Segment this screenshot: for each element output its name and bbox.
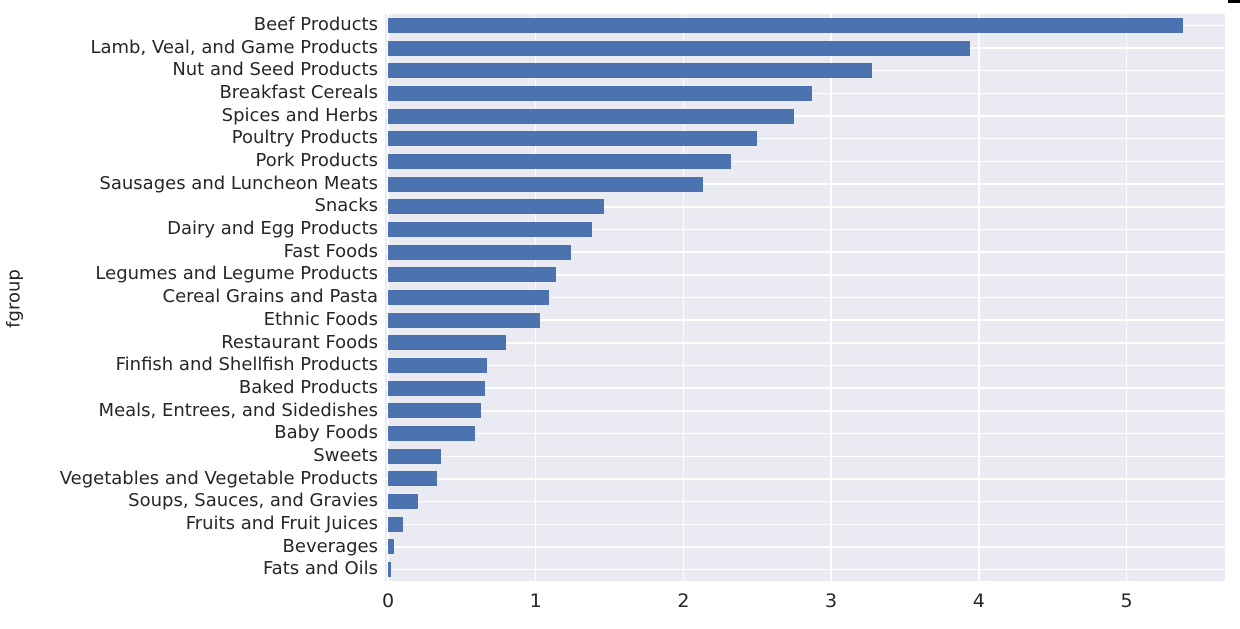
- grid-hline: [385, 478, 1225, 480]
- y-tick-label: Spices and Herbs: [221, 104, 378, 126]
- y-tick-label: Baked Products: [238, 376, 378, 398]
- grid-hline: [385, 432, 1225, 435]
- bar: [388, 153, 731, 169]
- y-tick-label: Finfish and Shellfish Products: [115, 354, 378, 376]
- y-tick-label: Fruits and Fruit Juices: [185, 512, 378, 534]
- y-tick-label: Soups, Sauces, and Gravies: [128, 490, 378, 512]
- bar: [388, 426, 476, 442]
- bar: [388, 448, 442, 464]
- bar: [388, 403, 482, 419]
- bar: [388, 335, 507, 351]
- bar: [388, 358, 487, 374]
- y-tick-label: Sweets: [313, 444, 378, 466]
- grid-hline: [385, 160, 1225, 163]
- bar: [388, 539, 394, 555]
- grid-hline: [385, 319, 1225, 321]
- grid-hline: [385, 251, 1225, 253]
- y-tick-label: Baby Foods: [274, 422, 378, 444]
- y-tick-label: Pork Products: [255, 150, 379, 172]
- plot-area: [385, 14, 1225, 581]
- bar: [388, 199, 604, 215]
- grid-hline: [385, 500, 1225, 503]
- y-tick-label: Restaurant Foods: [221, 331, 378, 353]
- bar: [388, 267, 557, 283]
- bar: [388, 380, 486, 396]
- bar: [388, 85, 812, 101]
- grid-hline: [385, 137, 1225, 140]
- bar: [388, 471, 437, 487]
- y-tick-label: Lamb, Veal, and Game Products: [90, 36, 378, 58]
- bar: [388, 63, 873, 79]
- y-tick-label: Nut and Seed Products: [172, 59, 378, 81]
- x-tick-label: 5: [1120, 590, 1133, 612]
- bar: [388, 221, 592, 237]
- bar: [388, 312, 541, 328]
- grid-hline: [385, 523, 1225, 526]
- x-tick-label: 3: [825, 590, 838, 612]
- y-tick-label: Ethnic Foods: [263, 308, 378, 330]
- y-tick-label: Sausages and Luncheon Meats: [99, 172, 378, 194]
- grid-hline: [385, 455, 1225, 457]
- y-tick-label: Fats and Oils: [262, 558, 378, 580]
- grid-hline: [385, 183, 1225, 185]
- grid-hline: [385, 546, 1225, 548]
- x-tick-label: 2: [677, 590, 690, 612]
- x-tick-label: 1: [529, 590, 542, 612]
- grid-hline: [385, 296, 1225, 299]
- x-tick-label: 0: [381, 590, 395, 612]
- y-tick-label: Vegetables and Vegetable Products: [59, 467, 378, 489]
- y-tick-label: Poultry Products: [231, 127, 378, 149]
- y-tick-label: Beef Products: [253, 14, 378, 35]
- bar: [388, 131, 758, 147]
- y-tick-label: Meals, Entrees, and Sidedishes: [98, 399, 378, 421]
- bar: [388, 108, 795, 124]
- grid-hline: [385, 274, 1225, 276]
- grid-hline: [385, 342, 1225, 344]
- grid-hline: [385, 410, 1225, 412]
- y-tick-label: Fast Foods: [283, 240, 378, 262]
- cropped-corner-artifact: [1228, 0, 1240, 3]
- grid-hline: [385, 387, 1225, 389]
- grid-hline: [385, 206, 1225, 208]
- grid-hline: [385, 115, 1225, 117]
- y-tick-label: Cereal Grains and Pasta: [162, 286, 379, 308]
- bar: [388, 290, 549, 305]
- bar: [388, 516, 403, 532]
- bar: [388, 176, 703, 192]
- bar: [388, 17, 1183, 33]
- y-tick-label: Beverages: [282, 535, 378, 557]
- y-tick-label: Dairy and Egg Products: [167, 218, 378, 240]
- bar: [388, 494, 418, 510]
- y-tick-label: Snacks: [314, 195, 378, 217]
- bar: [388, 40, 970, 56]
- bar: [388, 244, 572, 260]
- x-tick-label: 4: [972, 590, 985, 612]
- bar: [388, 562, 391, 578]
- grid-hline: [385, 568, 1225, 571]
- y-tick-label: Breakfast Cereals: [219, 82, 378, 104]
- grid-hline: [385, 364, 1225, 367]
- y-tick-label: Legumes and Legume Products: [95, 263, 378, 285]
- grid-hline: [385, 228, 1225, 231]
